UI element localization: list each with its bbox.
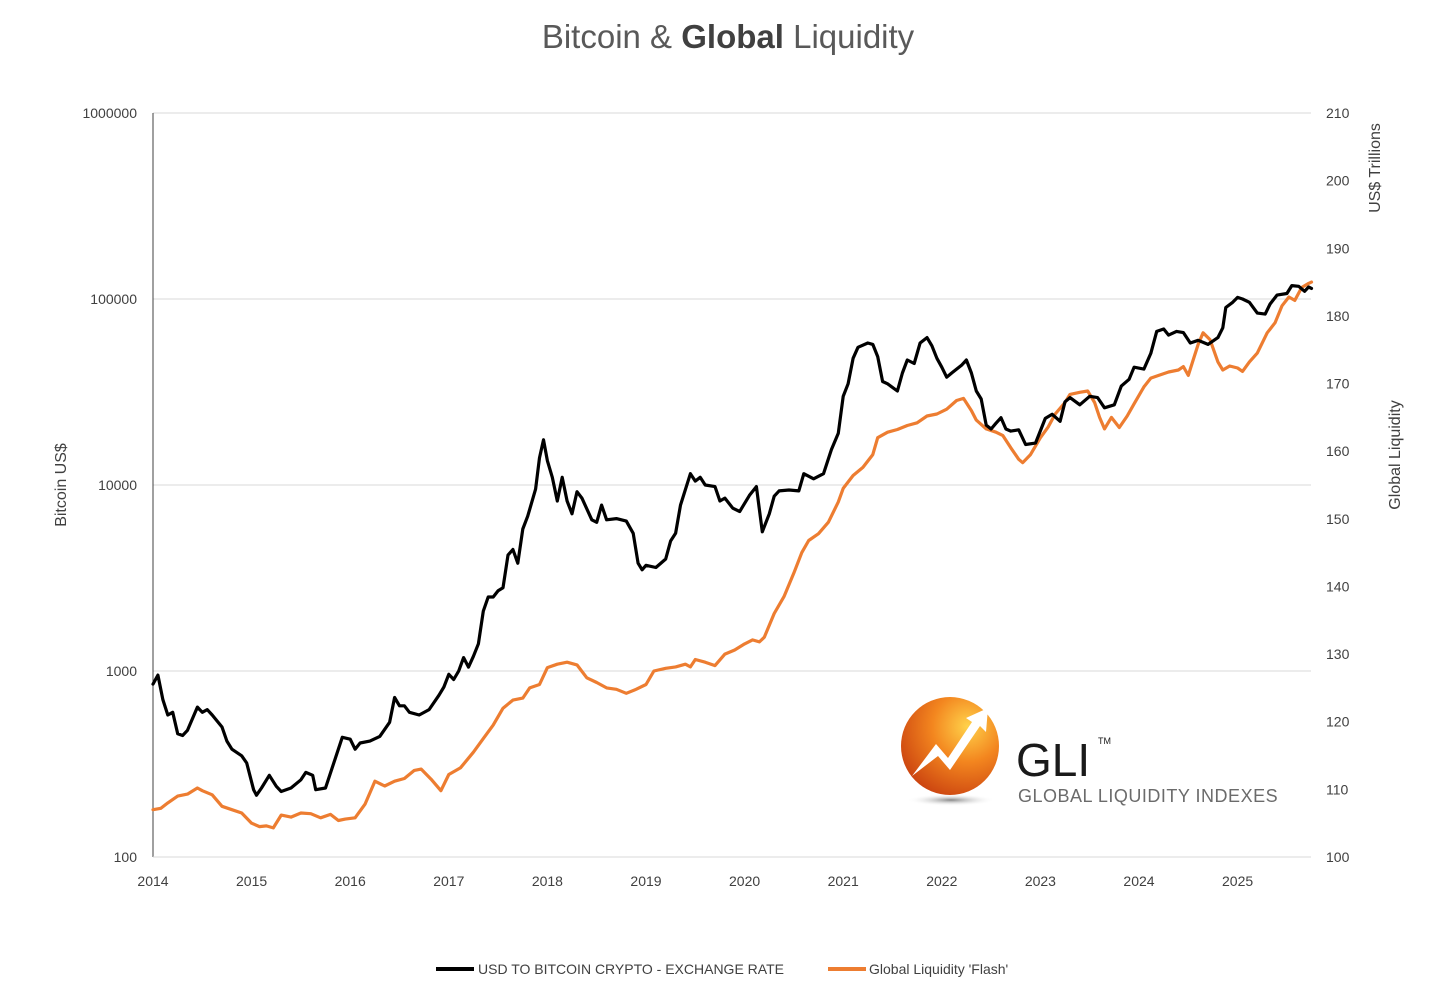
right-tick-label: 200: [1326, 173, 1350, 189]
right-axis-units-title: US$ Trillions: [1367, 123, 1384, 213]
logo-mark: GLI: [1016, 734, 1090, 786]
right-tick-label: 170: [1326, 376, 1350, 392]
right-tick-label: 150: [1326, 511, 1350, 527]
series-line-global-liquidity: [151, 280, 1314, 830]
x-tick-label: 2023: [1025, 873, 1056, 889]
right-tick-label: 190: [1326, 240, 1350, 256]
chart-title-suffix: Liquidity: [783, 18, 915, 55]
gridlines: [153, 112, 1311, 672]
series-layer: [151, 280, 1314, 830]
right-axis-title: Global Liquidity: [1387, 400, 1404, 509]
chart-title: Bitcoin & Global Liquidity: [0, 18, 1456, 56]
right-tick-label: 140: [1326, 578, 1350, 594]
x-tick-label: 2014: [137, 873, 168, 889]
logo-subtitle: GLOBAL LIQUIDITY INDEXES: [1018, 786, 1278, 806]
x-tick-label: 2024: [1123, 873, 1154, 889]
right-tick-label: 120: [1326, 714, 1350, 730]
x-tick-label: 2015: [236, 873, 267, 889]
left-tick-label: 1000: [106, 663, 137, 679]
right-tick-label: 110: [1326, 781, 1349, 797]
right-tick-label: 180: [1326, 308, 1350, 324]
left-tick-label: 10000: [98, 477, 137, 493]
x-tick-label: 2019: [630, 873, 661, 889]
right-tick-label: 210: [1326, 105, 1350, 121]
left-tick-label: 100: [114, 849, 138, 865]
legend-label-bitcoin: USD TO BITCOIN CRYPTO - EXCHANGE RATE: [478, 961, 784, 977]
gli-logo: GLI TM GLOBAL LIQUIDITY INDEXES: [901, 697, 1278, 806]
x-tick-label: 2021: [828, 873, 859, 889]
x-tick-label: 2016: [335, 873, 366, 889]
trend-arrow-icon: [912, 708, 988, 776]
legend-label-liquidity: Global Liquidity 'Flash': [869, 961, 1008, 977]
right-tick-label: 100: [1326, 849, 1350, 865]
x-tick-label: 2020: [729, 873, 760, 889]
series-line-bitcoin: [151, 284, 1314, 797]
x-tick-label: 2018: [532, 873, 563, 889]
logo-shadow: [907, 794, 995, 806]
chart-title-bold: Global: [681, 18, 784, 55]
left-axis-title: Bitcoin US$: [53, 443, 70, 527]
right-tick-label: 130: [1326, 646, 1350, 662]
legend: USD TO BITCOIN CRYPTO - EXCHANGE RATE Gl…: [436, 961, 1008, 977]
x-tick-label: 2025: [1222, 873, 1253, 889]
right-tick-label: 160: [1326, 443, 1350, 459]
right-axis-ticks: 100 110 120 130 140 150 160 170 180 190 200 210: [1326, 105, 1350, 865]
left-tick-label: 1000000: [82, 105, 137, 121]
logo-trademark: TM: [1098, 736, 1111, 746]
left-axis-ticks: 1000000 100000 10000 1000 100: [82, 105, 137, 865]
x-tick-label: 2022: [926, 873, 957, 889]
chart-title-prefix: Bitcoin &: [541, 18, 682, 55]
left-tick-label: 100000: [90, 291, 137, 307]
x-tick-label: 2017: [433, 873, 464, 889]
x-axis-ticks: 2014 2015 2016 2017 2018 2019 2020 2021 2022 2023…: [137, 873, 1253, 889]
